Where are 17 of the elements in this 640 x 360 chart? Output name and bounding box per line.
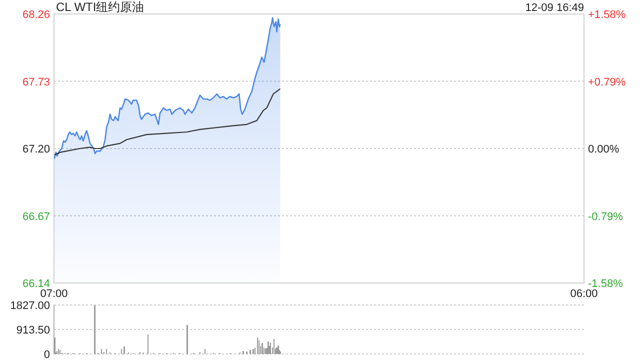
y-tick-label: 67.73 <box>22 76 50 88</box>
y2-tick-label: +1.58% <box>588 9 626 21</box>
y-tick-label: 1827.00 <box>10 300 50 312</box>
y2-tick-label: +0.79% <box>588 76 626 88</box>
y2-tick-label: -0.79% <box>588 210 624 223</box>
y-tick-label: 68.26 <box>22 9 50 21</box>
chart-title: CL WTI纽约原油 <box>56 0 144 14</box>
y-tick-label: 66.67 <box>22 210 50 223</box>
y-tick-label: 0 <box>44 349 50 360</box>
x-tick-label: 06:00 <box>570 288 598 300</box>
y-tick-label: 67.20 <box>22 144 50 156</box>
y2-tick-label: 0.00% <box>588 144 620 156</box>
annotation: 12-09 16:49 <box>525 2 584 14</box>
y2-tick-label: -1.58% <box>588 278 624 290</box>
y-tick-label: 66.14 <box>22 278 50 290</box>
x-tick-label: 07:00 <box>40 288 68 300</box>
y-tick-label: 913.50 <box>16 324 50 336</box>
